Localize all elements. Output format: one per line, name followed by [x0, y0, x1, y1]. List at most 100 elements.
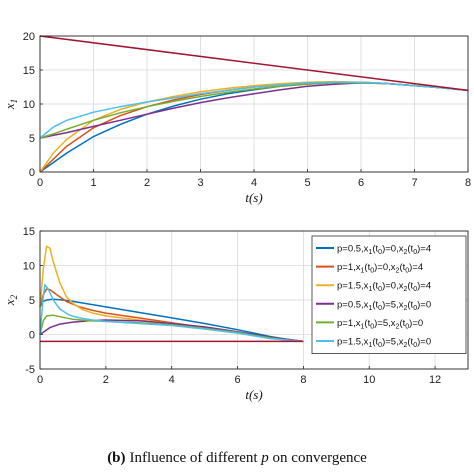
legend-entry-part: 1 [361, 323, 365, 330]
legend-entry-part: 0 [413, 342, 417, 349]
legend-entry-part: p=1.5 [337, 281, 361, 292]
series-line-1 [39, 298, 304, 343]
legend-entry-part: (t [372, 281, 378, 292]
legend-entry-part: 2 [396, 268, 400, 275]
legend-entry-part: )= [417, 244, 426, 255]
legend-entry-part: 4 [426, 281, 431, 292]
legend-entry-part: ,x [361, 244, 369, 255]
x-tick-label: 2 [103, 374, 109, 386]
legend-entry-part: 0 [413, 249, 417, 256]
top-series-lines [39, 35, 469, 173]
legend-entry-part: (t [407, 299, 413, 310]
legend-entry-part: 1 [368, 342, 372, 349]
legend-entry-part: 0 [370, 268, 374, 275]
legend-entry-part: ,x [353, 262, 361, 273]
legend-entry-part: 0 [405, 268, 409, 275]
x-tick-label: 8 [300, 374, 306, 386]
legend-entry-part: 0 [391, 281, 396, 292]
legend-entry-part: )= [417, 281, 426, 292]
legend-entry-part: 1 [368, 305, 372, 312]
bottom-y-axis-label-main: x [2, 299, 17, 306]
top-y-axis-label-subscript: 1 [9, 99, 19, 104]
top-plot-frame [39, 35, 469, 173]
legend-entry-part: 0 [405, 323, 409, 330]
x-tick-label: 8 [465, 177, 471, 189]
y-tick-label: -5 [25, 364, 35, 376]
legend-entry-part: (t [407, 337, 413, 348]
legend-entry-part: )= [409, 262, 418, 273]
legend-entry-part: )= [409, 318, 418, 329]
y-tick-label: 5 [29, 133, 35, 145]
legend-entry-part: (t [407, 281, 413, 292]
legend-entry-part: 1 [368, 249, 372, 256]
top-y-axis-label: x1 [2, 99, 19, 110]
legend-entry-part: )= [382, 281, 391, 292]
legend-entry-part: ,x [396, 299, 404, 310]
bottom-series-lines [39, 245, 304, 343]
legend-box [311, 235, 467, 354]
x-tick-label: 7 [411, 177, 417, 189]
x-tick-label: 5 [304, 177, 310, 189]
top-gridlines [39, 35, 469, 173]
legend-entry-part: )= [374, 262, 383, 273]
legend-entry-part: )= [374, 318, 383, 329]
legend-entry-part: 0 [378, 249, 382, 256]
legend-entry-part: 0 [383, 262, 388, 273]
legend-entry-part: 0 [426, 299, 431, 310]
legend-entry-part: 2 [396, 323, 400, 330]
figure-caption: (b) Influence of different p on convergen… [107, 450, 367, 466]
legend-entry-part: 2 [403, 342, 407, 349]
legend: p=0.5,x1(t0)=0,x2(t0)=4p=1,x1(t0)=0,x2(t… [311, 235, 467, 354]
x-tick-label: 4 [251, 177, 257, 189]
x-tick-label: 0 [37, 177, 43, 189]
legend-entry: p=1.5,x1(t0)=5,x2(t0)=0 [337, 337, 431, 350]
legend-entry-part: ,x [396, 281, 404, 292]
legend-entry-part: 0 [413, 286, 417, 293]
legend-entry-part: (t [399, 262, 405, 273]
legend-entry-part: 4 [426, 244, 431, 255]
legend-entry-part: 1 [368, 286, 372, 293]
legend-entry-part: ,x [361, 299, 369, 310]
legend-entry-part: 5 [391, 299, 396, 310]
x-tick-label: 6 [234, 374, 240, 386]
x-tick-label: 6 [358, 177, 364, 189]
legend-entry-part: p=1 [337, 262, 353, 273]
series-line-6 [39, 81, 469, 139]
legend-entry-part: 0 [378, 305, 382, 312]
y-tick-label: 5 [29, 295, 35, 307]
y-tick-label: 0 [29, 330, 35, 342]
top-x-tick-labels: 0 1 2 3 4 5 6 7 8 [37, 177, 471, 189]
legend-entry-part: p=1.5 [337, 337, 361, 348]
x-tick-label: 4 [169, 374, 175, 386]
legend-entry-part: )= [417, 337, 426, 348]
series-line-6 [39, 284, 304, 343]
caption-end: on convergence [269, 450, 367, 466]
legend-entry-part: 0 [370, 323, 374, 330]
legend-entry-part: ,x [396, 337, 404, 348]
legend-entry: p=0.5,x1(t0)=0,x2(t0)=4 [337, 244, 431, 257]
y-tick-label: 15 [23, 65, 35, 77]
legend-entry-part: 1 [361, 268, 365, 275]
legend-entry-part: ,x [361, 337, 369, 348]
legend-entry-part: ,x [353, 318, 361, 329]
legend-entry-part: ,x [361, 281, 369, 292]
legend-entry-part: (t [372, 337, 378, 348]
y-tick-label: 0 [29, 167, 35, 179]
bottom-y-tick-labels: -5 0 5 10 15 [23, 226, 35, 376]
x-tick-label: 12 [429, 374, 441, 386]
caption-variable: p [260, 450, 269, 466]
legend-entry: p=1,x1(t0)=5,x2(t0)=0 [337, 318, 423, 331]
top-x-axis-label: t(s) [245, 190, 262, 205]
y-tick-label: 20 [23, 31, 35, 43]
legend-entry-part: 5 [383, 318, 388, 329]
legend-entry-part: 4 [418, 262, 423, 273]
legend-entry-part: ,x [388, 318, 396, 329]
legend-entry-part: 5 [391, 337, 396, 348]
legend-entry-part: (t [364, 262, 370, 273]
legend-entry-part: 0 [378, 286, 382, 293]
legend-entry-part: 2 [403, 249, 407, 256]
x-tick-label: 3 [197, 177, 203, 189]
